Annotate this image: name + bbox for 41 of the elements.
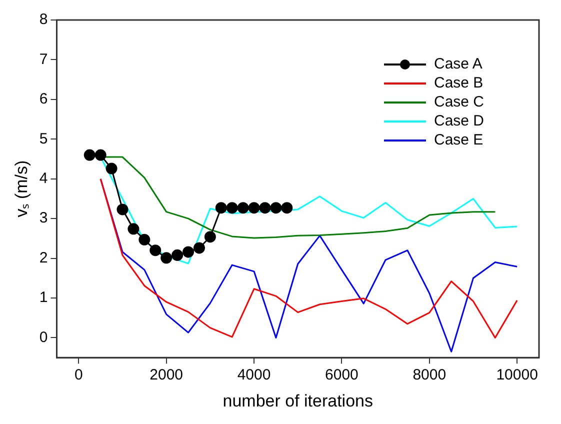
point <box>84 149 96 161</box>
point <box>138 234 150 246</box>
y-tick-label: 4 <box>39 170 48 188</box>
y-tick-label: 8 <box>39 11 48 28</box>
point <box>215 202 227 214</box>
point <box>193 242 205 254</box>
y-tick-label: 0 <box>39 328 48 346</box>
x-tick-label: 4000 <box>237 366 271 384</box>
y-tick-label: 2 <box>39 249 48 266</box>
point <box>150 244 162 256</box>
y-tick-label: 7 <box>39 50 48 68</box>
point <box>259 202 271 214</box>
x-tick-label: 6000 <box>325 366 358 384</box>
y-axis-title: vₛ (m/s) <box>12 160 31 218</box>
legend-label: Case C <box>434 94 484 111</box>
y-tick-label: 6 <box>39 90 48 108</box>
point <box>237 202 249 214</box>
point <box>204 231 216 243</box>
legend-label: Case E <box>434 132 484 149</box>
point <box>270 202 282 214</box>
point <box>128 223 140 235</box>
point <box>182 246 194 258</box>
y-tick-label: 5 <box>39 130 48 148</box>
point <box>226 202 238 214</box>
x-tick-label: 8000 <box>412 366 446 384</box>
x-axis-title: number of iterations <box>222 391 373 410</box>
point <box>106 162 118 174</box>
point <box>172 249 184 261</box>
y-tick-label: 1 <box>39 289 48 306</box>
point <box>281 202 293 214</box>
x-tick-label: 10000 <box>496 366 538 384</box>
y-tick-label: 3 <box>39 210 48 227</box>
point <box>116 204 128 216</box>
point <box>248 202 260 214</box>
legend-label: Case A <box>434 56 482 73</box>
x-tick-label: 2000 <box>150 366 184 384</box>
legend-label: Case B <box>434 74 484 92</box>
x-tick-label: 0 <box>74 366 83 384</box>
legend-label: Case D <box>434 112 484 130</box>
point <box>94 149 106 161</box>
point <box>160 252 172 264</box>
